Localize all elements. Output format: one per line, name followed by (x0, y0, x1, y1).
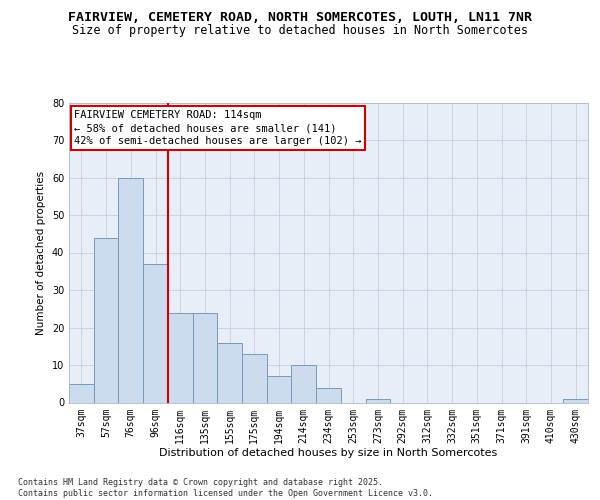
Bar (69, 384, 94, 402)
Text: Size of property relative to detached houses in North Somercotes: Size of property relative to detached ho… (72, 24, 528, 37)
Bar (365, 399, 390, 402)
Bar (94, 238, 118, 402)
Bar (118, 178, 143, 402)
Bar (316, 388, 341, 402)
Text: Contains HM Land Registry data © Crown copyright and database right 2025.
Contai: Contains HM Land Registry data © Crown c… (18, 478, 433, 498)
Bar (267, 376, 292, 402)
X-axis label: Distribution of detached houses by size in North Somercotes: Distribution of detached houses by size … (160, 448, 497, 458)
Bar (217, 342, 242, 402)
Bar (242, 354, 267, 403)
Bar (292, 365, 316, 403)
Text: FAIRVIEW CEMETERY ROAD: 114sqm
← 58% of detached houses are smaller (141)
42% of: FAIRVIEW CEMETERY ROAD: 114sqm ← 58% of … (74, 110, 362, 146)
Y-axis label: Number of detached properties: Number of detached properties (36, 170, 46, 334)
Bar (143, 264, 168, 402)
Bar (168, 312, 193, 402)
Bar (563, 399, 588, 402)
Bar (193, 312, 217, 402)
Text: FAIRVIEW, CEMETERY ROAD, NORTH SOMERCOTES, LOUTH, LN11 7NR: FAIRVIEW, CEMETERY ROAD, NORTH SOMERCOTE… (68, 11, 532, 24)
